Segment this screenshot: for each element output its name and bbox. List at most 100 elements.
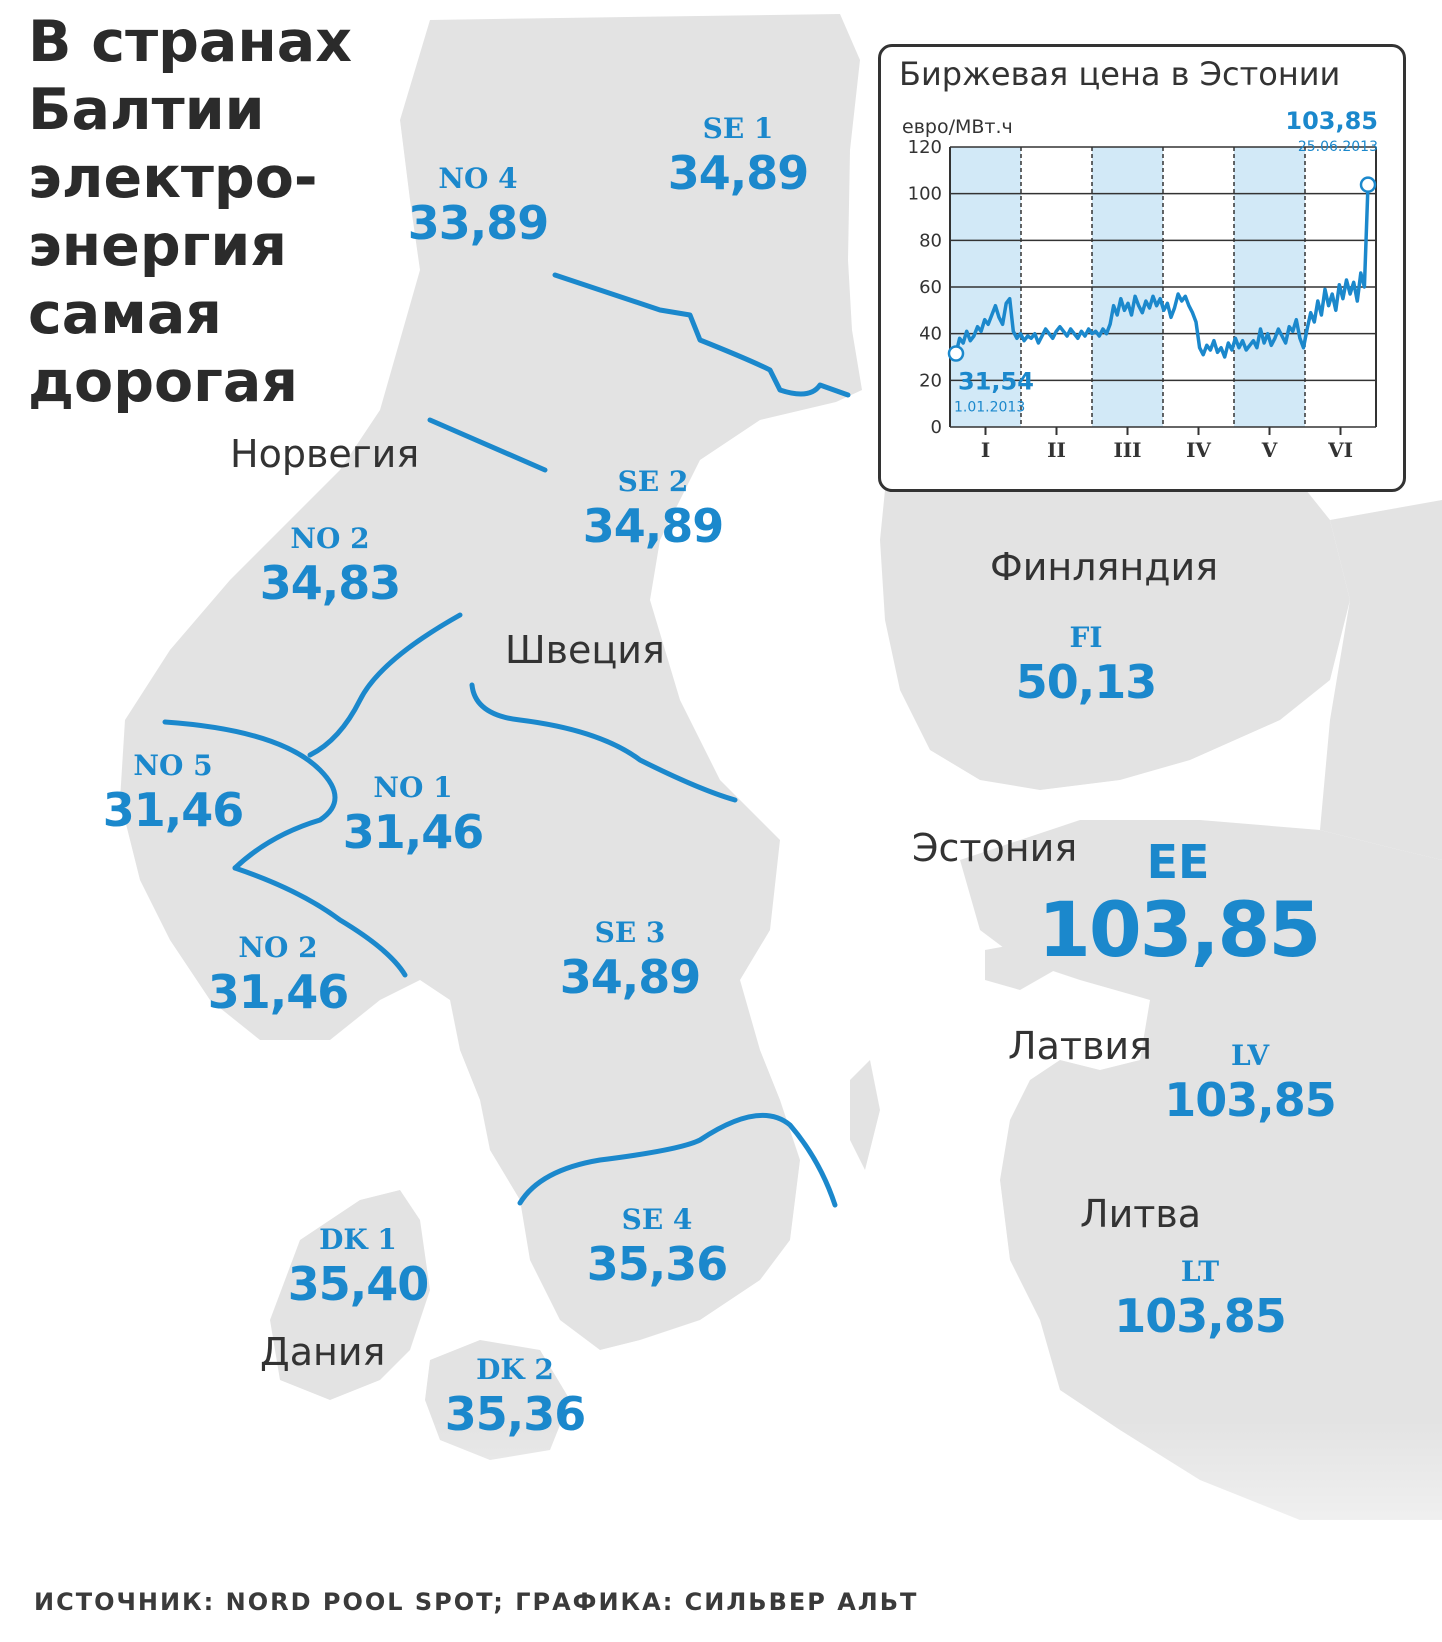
headline-line: Балтии bbox=[28, 77, 265, 143]
zone-code: SE 3 bbox=[594, 916, 666, 949]
chart-title: Биржевая цена в Эстонии bbox=[899, 55, 1341, 93]
bottom-fade bbox=[0, 1420, 1442, 1642]
zone-code: NO 2 bbox=[290, 522, 370, 555]
zone-lv: LV 103,85 bbox=[1150, 1040, 1350, 1128]
zone-dk2: DK 2 35,36 bbox=[435, 1354, 595, 1442]
country-label-finland: Финляндия bbox=[990, 545, 1219, 589]
y-axis-label: евро/МВт.ч bbox=[902, 116, 1013, 138]
zone-code: NO 2 bbox=[238, 931, 318, 964]
border-no1-no2 bbox=[232, 865, 408, 978]
border-no5-no1 bbox=[162, 719, 338, 871]
zone-code: LT bbox=[1180, 1255, 1220, 1288]
country-label-lithuania: Литва bbox=[1080, 1192, 1202, 1236]
headline-line: В странах bbox=[28, 9, 352, 75]
zone-code: LV bbox=[1230, 1039, 1270, 1072]
zone-price: 31,46 bbox=[207, 965, 350, 1019]
end-date-label: 25.06.2013 bbox=[1298, 139, 1378, 155]
zone-se4: SE 4 35,36 bbox=[577, 1204, 737, 1292]
x-tick-label: IV bbox=[1186, 438, 1211, 462]
zone-price: 50,13 bbox=[1015, 655, 1158, 709]
x-tick-label: VI bbox=[1327, 438, 1353, 462]
gotland-land bbox=[850, 1060, 880, 1170]
y-tick-label: 40 bbox=[919, 324, 942, 345]
zone-price: 34,89 bbox=[582, 499, 725, 553]
border-se2-se3 bbox=[469, 682, 738, 803]
zone-price: 31,46 bbox=[102, 783, 245, 837]
saaremaa-land bbox=[985, 940, 1055, 990]
country-label-denmark: Дания bbox=[260, 1330, 386, 1374]
zone-no2-south: NO 2 31,46 bbox=[198, 932, 358, 1020]
finland-land bbox=[880, 440, 1350, 790]
zone-price: 34,89 bbox=[559, 950, 702, 1004]
x-tick-label: V bbox=[1261, 438, 1278, 462]
y-tick-label: 80 bbox=[919, 230, 942, 251]
x-tick-label: III bbox=[1113, 438, 1141, 462]
headline-line: самая bbox=[28, 281, 222, 347]
zone-se3: SE 3 34,89 bbox=[550, 917, 710, 1005]
start-value-label: 31,54 bbox=[958, 368, 1034, 396]
zone-no2-north: NO 2 34,83 bbox=[250, 523, 410, 611]
zone-price: 35,40 bbox=[287, 1257, 430, 1311]
zone-no1: NO 1 31,46 bbox=[333, 772, 493, 860]
zone-code: NO 5 bbox=[133, 749, 213, 782]
zone-se1: SE 1 34,89 bbox=[658, 113, 818, 201]
zone-price: 103,85 bbox=[1114, 1289, 1287, 1343]
y-tick-label: 100 bbox=[908, 184, 942, 205]
scandinavia-land bbox=[120, 14, 862, 1350]
baltics-land bbox=[960, 820, 1442, 1520]
price-series-line bbox=[954, 184, 1370, 359]
headline-line: энергия bbox=[28, 213, 287, 279]
x-tick-label: II bbox=[1047, 438, 1066, 462]
zone-price: 35,36 bbox=[586, 1237, 729, 1291]
denmark-land bbox=[270, 1190, 430, 1400]
zone-code: EE bbox=[1146, 835, 1210, 889]
y-tick-label: 0 bbox=[931, 417, 942, 438]
border-se3-se4 bbox=[517, 1112, 838, 1208]
headline-line: электро- bbox=[28, 145, 318, 211]
country-label-latvia: Латвия bbox=[1008, 1024, 1152, 1068]
y-tick-label: 120 bbox=[908, 137, 942, 158]
border-no4-no3 bbox=[427, 417, 548, 473]
zone-dk1: DK 1 35,40 bbox=[278, 1224, 438, 1312]
x-tick-label: I bbox=[981, 438, 990, 462]
zone-no4: NO 4 33,89 bbox=[398, 163, 558, 251]
zone-price: 103,85 bbox=[1164, 1073, 1337, 1127]
y-tick-label: 20 bbox=[919, 370, 942, 391]
headline: В странах Балтии электро- энергия самая … bbox=[28, 8, 448, 416]
y-tick-label: 60 bbox=[919, 277, 942, 298]
start-date-label: 1.01.2013 bbox=[954, 400, 1025, 416]
headline-line: дорогая bbox=[28, 349, 298, 415]
end-value-label: 103,85 bbox=[1285, 107, 1378, 135]
country-label-sweden: Швеция bbox=[505, 628, 665, 672]
start-point-marker bbox=[947, 345, 965, 362]
zone-code: SE 4 bbox=[621, 1203, 693, 1236]
source-credit: ИСТОЧНИК: NORD POOL SPOT; ГРАФИКА: СИЛЬВ… bbox=[34, 1588, 919, 1616]
zone-price: 34,89 bbox=[667, 146, 810, 200]
zone-lt: LT 103,85 bbox=[1100, 1256, 1300, 1344]
country-label-norway: Норвегия bbox=[230, 432, 420, 476]
zone-se2: SE 2 34,89 bbox=[573, 466, 733, 554]
border-no4-se1 bbox=[552, 272, 851, 398]
zone-price: 103,85 bbox=[1038, 885, 1321, 974]
zone-code: NO 1 bbox=[373, 771, 453, 804]
border-no2-no1 bbox=[307, 612, 463, 758]
zone-price: 33,89 bbox=[407, 196, 550, 250]
zone-no5: NO 5 31,46 bbox=[93, 750, 253, 838]
zone-code: DK 2 bbox=[476, 1353, 554, 1386]
zone-code: SE 1 bbox=[702, 112, 774, 145]
country-label-estonia: Эстония bbox=[912, 826, 1078, 870]
zone-price: 31,46 bbox=[342, 805, 485, 859]
zone-borders bbox=[162, 272, 851, 1208]
zone-code: NO 4 bbox=[438, 162, 518, 195]
zone-code: DK 1 bbox=[319, 1223, 397, 1256]
zone-price: 34,83 bbox=[259, 556, 402, 610]
end-point-marker bbox=[1359, 176, 1377, 193]
zone-fi: FI 50,13 bbox=[1006, 622, 1166, 710]
zone-code: SE 2 bbox=[617, 465, 689, 498]
zone-code: FI bbox=[1069, 621, 1103, 654]
russia-land bbox=[1320, 500, 1442, 860]
zone-price: 35,36 bbox=[444, 1387, 587, 1441]
price-chart-inset: Биржевая цена в Эстонии 0 20 40 60 80 100 120 I… bbox=[878, 44, 1406, 492]
